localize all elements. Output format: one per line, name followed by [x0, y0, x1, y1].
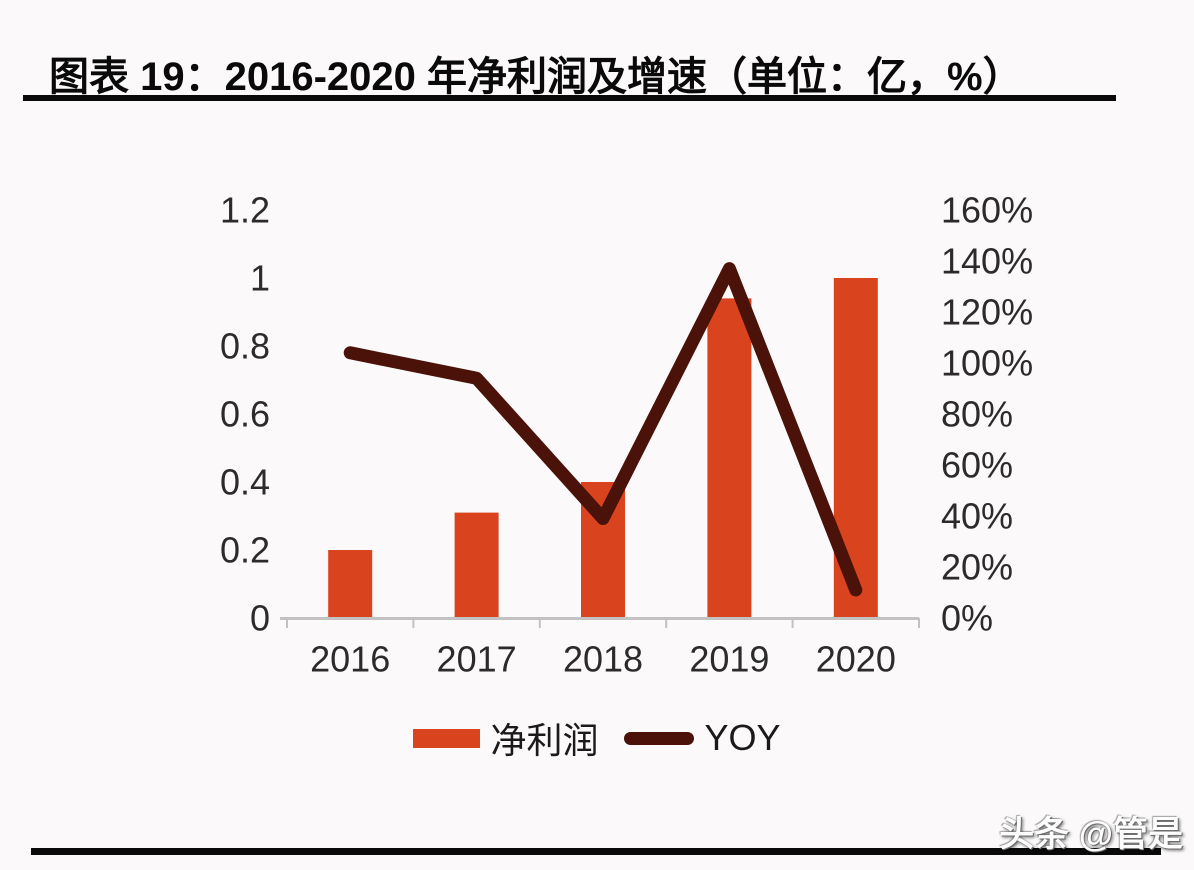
left-axis-tick-label: 0.2 [220, 530, 270, 571]
bar-2017 [454, 512, 499, 618]
yoy-line [343, 262, 863, 597]
title-underline-rule [23, 95, 1116, 101]
left-axis-tick-label: 0 [250, 598, 270, 639]
right-axis-tick-label: 100% [941, 343, 1033, 384]
bar-2016 [328, 550, 373, 618]
yoy-legend-label: YOY [704, 717, 781, 758]
x-axis-category-label: 2017 [437, 639, 517, 680]
right-axis-tick-label: 20% [941, 547, 1013, 588]
yoy-legend-swatch [624, 731, 695, 745]
right-axis-tick-label: 60% [941, 445, 1013, 486]
left-axis-tick-label: 0.4 [220, 462, 270, 503]
figure-title: 图表 19：2016-2020 年净利润及增速（单位：亿，%） [49, 55, 1023, 99]
net-profit-yoy-combo-chart: 1.2 1 0.8 0.6 0.4 0.2 0 160% 140% 120% 100% 80% 60% 4… [220, 190, 1033, 680]
right-axis-tick-label: 160% [941, 190, 1033, 231]
left-axis-tick-label: 1.2 [220, 190, 270, 231]
x-axis-category-label: 2018 [563, 639, 643, 680]
legend-spacer [598, 738, 624, 739]
net-profit-legend-label: 净利润 [490, 720, 599, 761]
right-axis-tick-label: 140% [941, 241, 1033, 282]
right-axis-tick-label: 0% [941, 598, 993, 639]
chart-legend: 净利润 YOY [0, 712, 1194, 764]
left-axis-tick-label: 0.8 [220, 326, 270, 367]
net-profit-legend-swatch [413, 728, 481, 748]
x-axis-category-label: 2020 [816, 639, 896, 680]
right-axis-tick-label: 80% [941, 394, 1013, 435]
right-axis-tick-label: 120% [941, 292, 1033, 333]
bottom-rule [31, 848, 1161, 855]
left-axis-tick-label: 1 [250, 258, 270, 299]
x-axis-category-label: 2019 [689, 639, 769, 680]
x-axis-category-label: 2016 [310, 639, 390, 680]
bar-2019 [707, 298, 752, 618]
toutiao-watermark: 头条 @管是 [999, 815, 1183, 854]
left-axis-tick-label: 0.6 [220, 394, 270, 435]
right-axis-tick-label: 40% [941, 496, 1013, 537]
